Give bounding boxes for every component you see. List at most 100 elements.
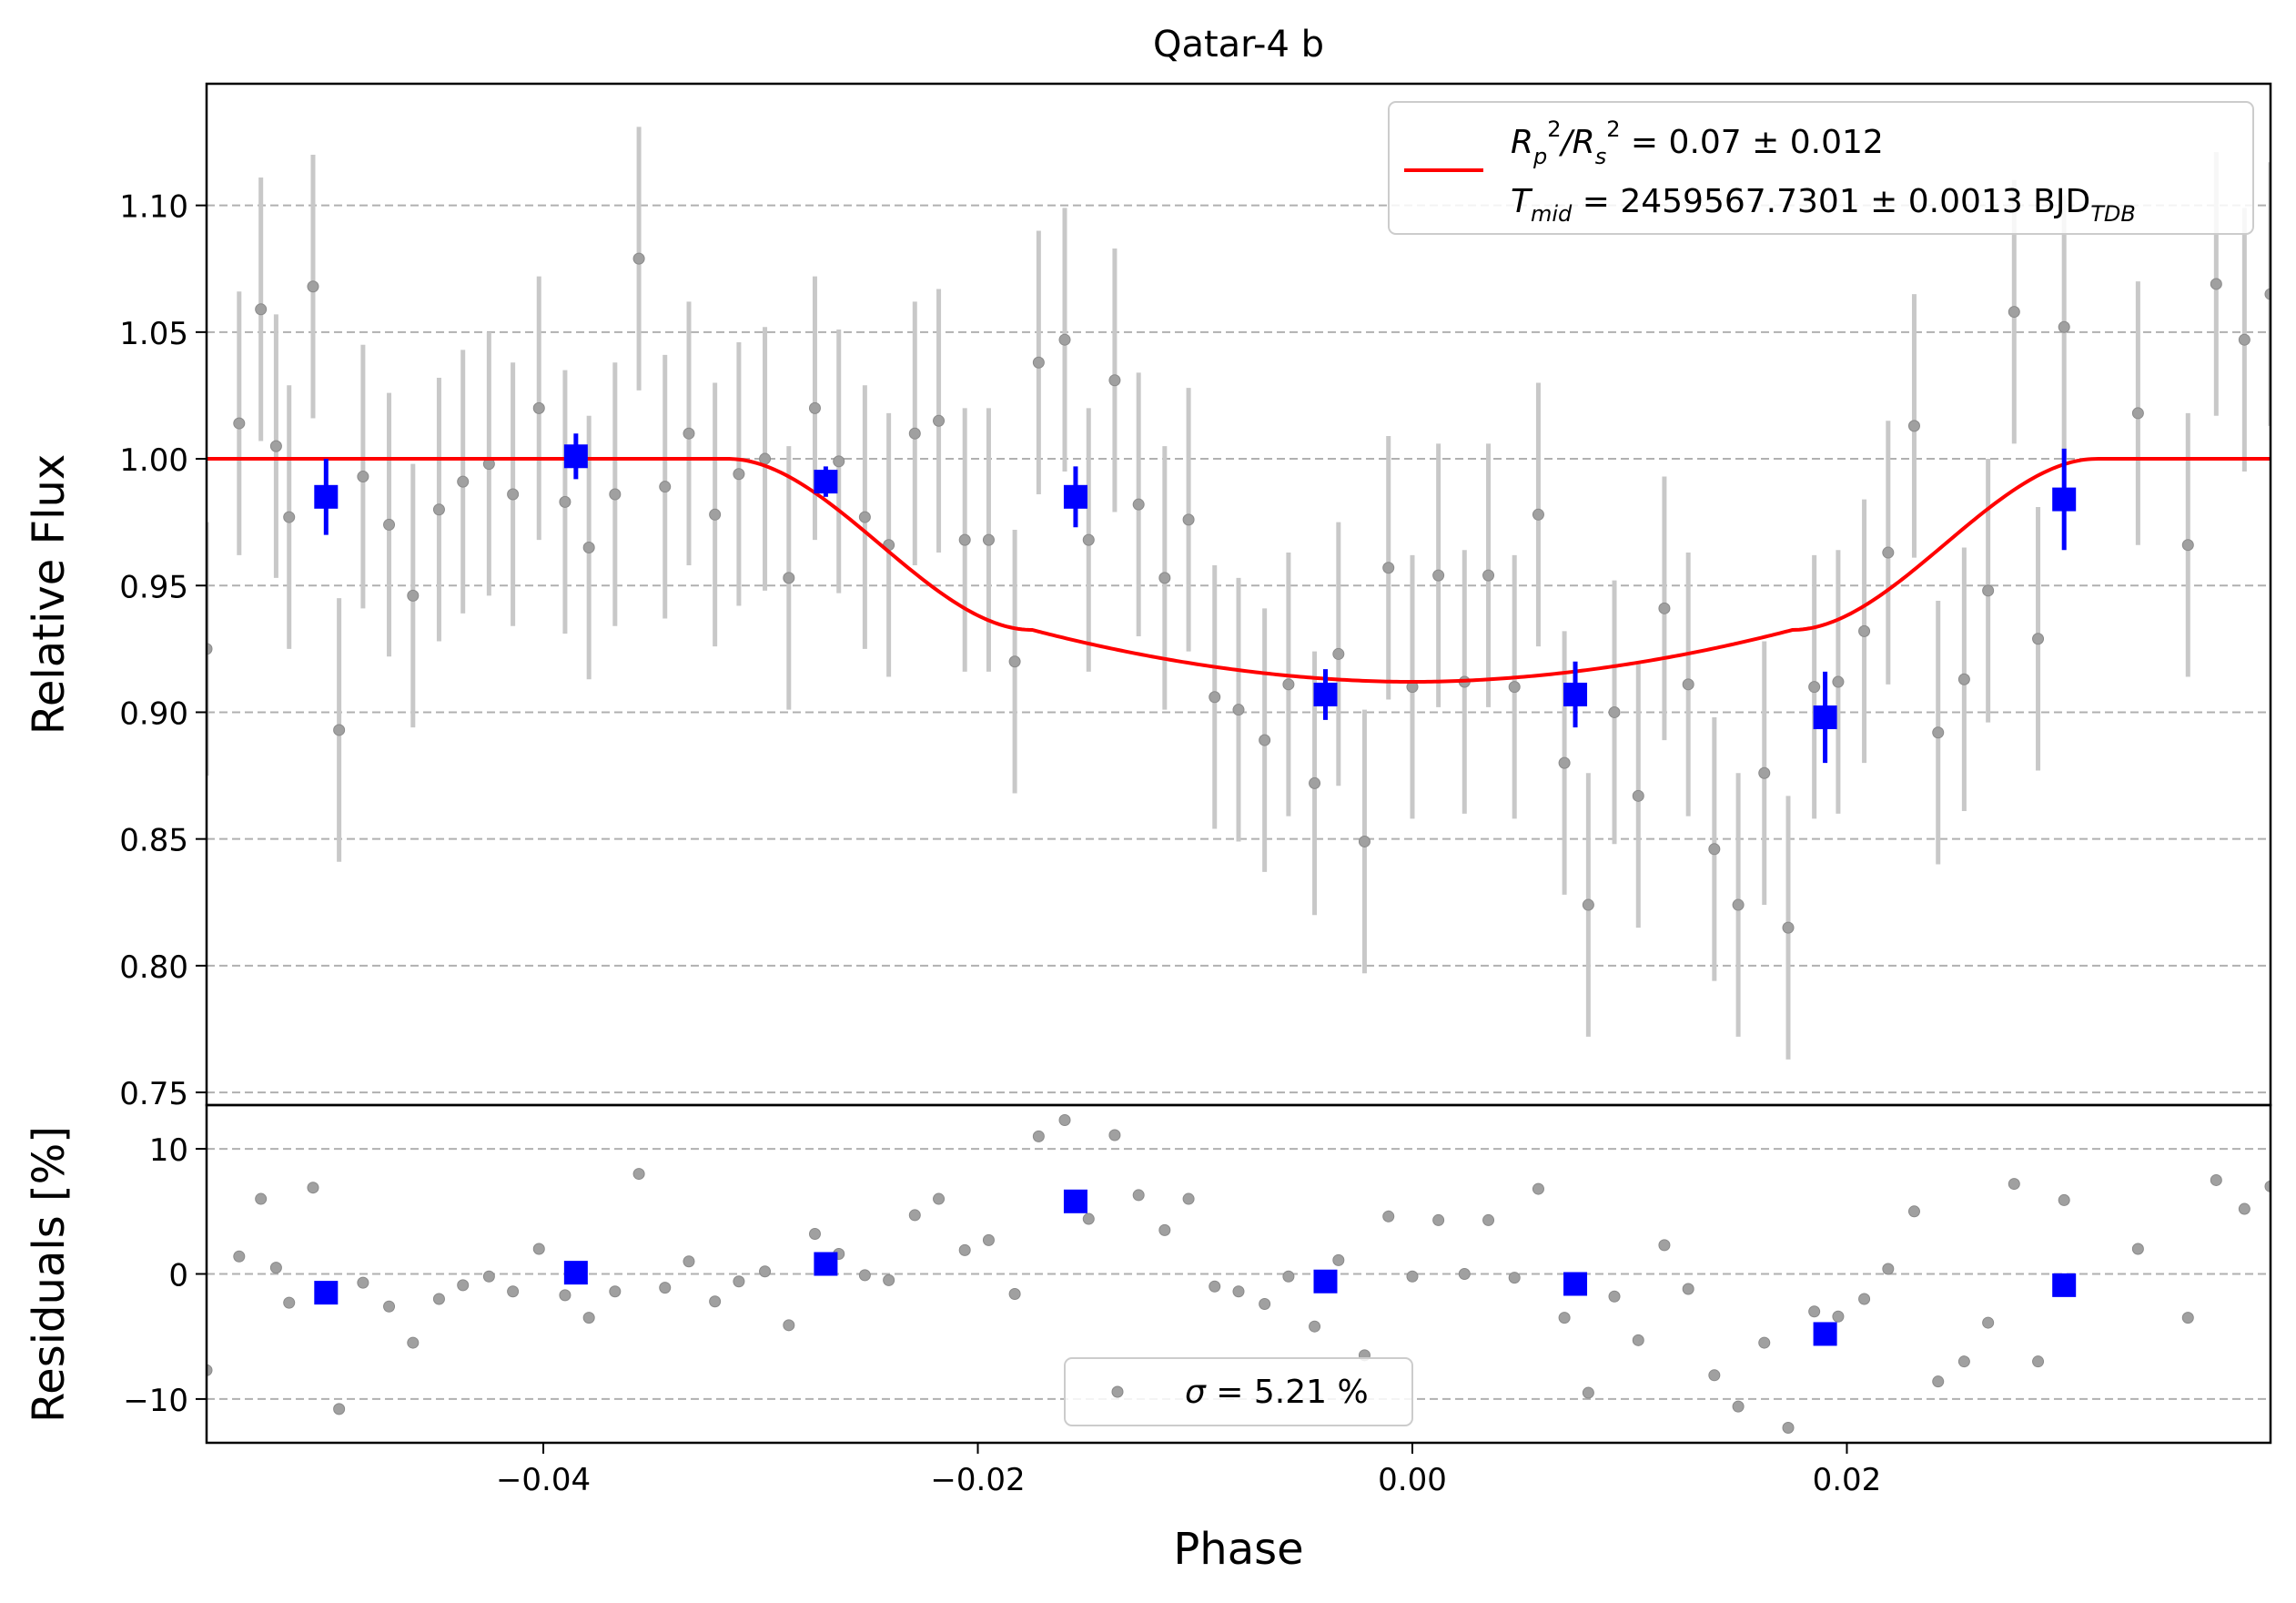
residuals-raw-point <box>1858 1293 1871 1305</box>
flux-raw-point <box>733 468 745 481</box>
residuals-raw-point <box>733 1275 745 1288</box>
flux-raw-point <box>982 533 995 546</box>
residuals-raw-point <box>1982 1316 1995 1329</box>
flux-raw-point <box>783 572 795 584</box>
flux-raw-point <box>933 414 946 427</box>
flux-y-tick-label: 1.10 <box>119 189 188 226</box>
flux-y-tick-label: 0.90 <box>119 695 188 732</box>
flux-raw-point <box>1282 678 1295 691</box>
residuals-raw-point <box>283 1296 296 1309</box>
flux-raw-point <box>2181 539 2194 552</box>
flux-raw-point <box>1882 546 1895 559</box>
residuals-legend-swatch <box>1111 1385 1124 1398</box>
residuals-binned-point <box>1813 1322 1837 1346</box>
residuals-raw-point <box>307 1182 319 1194</box>
residuals-raw-point <box>2238 1202 2250 1215</box>
flux-binned-point <box>2052 487 2077 512</box>
flux-raw-point <box>233 417 246 430</box>
flux-raw-point <box>683 427 695 440</box>
residuals-raw-point <box>783 1319 795 1332</box>
flux-raw-point <box>1358 835 1371 847</box>
flux-raw-point <box>1482 569 1495 582</box>
flux-raw-point <box>255 303 268 316</box>
flux-binned-point <box>814 470 838 494</box>
residuals-raw-point <box>1482 1213 1495 1226</box>
flux-raw-point <box>269 440 282 452</box>
flux-raw-point <box>833 455 845 468</box>
flux-legend-box <box>1388 101 2254 235</box>
flux-raw-point <box>1758 766 1771 779</box>
flux-y-tick-label: 0.95 <box>119 569 188 605</box>
residuals-raw-point <box>908 1209 921 1222</box>
residuals-raw-point <box>1532 1182 1544 1195</box>
residuals-raw-point <box>1582 1386 1594 1399</box>
flux-y-axis-label: Relative Flux <box>24 454 75 736</box>
residuals-raw-point <box>1907 1205 1920 1218</box>
flux-raw-point <box>1058 333 1071 346</box>
residuals-raw-point <box>1332 1253 1345 1266</box>
flux-raw-point <box>1332 647 1345 660</box>
flux-raw-point <box>1858 624 1871 637</box>
residuals-y-tick-label: 0 <box>168 1258 188 1294</box>
residuals-raw-point <box>2264 1180 2271 1192</box>
flux-raw-point <box>1708 843 1721 856</box>
residuals-legend: σ = 5.21 % <box>1064 1357 1413 1426</box>
flux-raw-point <box>1808 681 1821 694</box>
flux-raw-point <box>333 724 346 736</box>
residuals-raw-point <box>357 1276 369 1289</box>
residuals-binned-point <box>1313 1269 1338 1294</box>
flux-raw-point <box>2032 633 2045 645</box>
flux-raw-point <box>432 503 445 516</box>
residuals-raw-point <box>482 1270 495 1283</box>
flux-binned-point <box>563 444 588 469</box>
residuals-raw-point <box>933 1192 946 1205</box>
flux-raw-point <box>532 401 545 414</box>
residuals-raw-point <box>759 1265 772 1278</box>
flux-raw-point <box>1582 898 1594 911</box>
residuals-raw-point <box>659 1282 672 1294</box>
flux-raw-point <box>2008 306 2020 319</box>
flux-raw-point <box>808 401 821 414</box>
residuals-raw-point <box>1832 1310 1845 1323</box>
residuals-raw-point <box>1108 1129 1121 1141</box>
residuals-y-axis-label: Residuals [%] <box>24 1126 75 1423</box>
flux-raw-point <box>1082 533 1095 546</box>
flux-raw-point <box>457 475 470 488</box>
residuals-raw-point <box>233 1250 246 1263</box>
flux-raw-point <box>1209 691 1221 704</box>
flux-raw-point <box>1309 776 1321 789</box>
flux-binned-point <box>1813 705 1837 730</box>
flux-raw-point <box>1508 681 1521 694</box>
residuals-raw-point <box>2131 1243 2144 1255</box>
residuals-raw-point <box>1608 1290 1621 1303</box>
residuals-raw-point <box>2032 1355 2045 1368</box>
flux-binned-points <box>314 433 2077 764</box>
phase-x-tick-label: −0.04 <box>496 1462 591 1498</box>
residuals-raw-point <box>1232 1285 1245 1298</box>
flux-raw-point <box>1608 705 1621 718</box>
flux-raw-point <box>1108 374 1121 387</box>
residuals-binned-point <box>563 1261 588 1285</box>
residuals-raw-point <box>1932 1375 1945 1388</box>
flux-raw-point <box>659 481 672 493</box>
residuals-binned-point <box>814 1252 838 1276</box>
flux-raw-point <box>1932 726 1945 739</box>
flux-raw-point <box>1432 569 1445 582</box>
flux-binned-point <box>1313 682 1338 706</box>
flux-raw-point <box>858 511 871 523</box>
flux-raw-point <box>1558 756 1571 769</box>
flux-raw-point <box>1682 678 1694 691</box>
flux-raw-point <box>709 508 722 521</box>
flux-raw-point <box>1382 562 1395 574</box>
flux-legend-tmid-entry: Tmid = 2459567.7301 ± 0.0013 BJDTDB <box>1511 183 2136 227</box>
flux-y-tick-label: 0.85 <box>119 823 188 859</box>
flux-raw-point <box>1957 673 1970 685</box>
flux-legend: Rp2/Rs2 = 0.07 ± 0.012 Tmid = 2459567.73… <box>1388 101 2254 235</box>
flux-binned-point <box>314 484 339 509</box>
flux-raw-point <box>1032 356 1045 369</box>
residuals-raw-point <box>1182 1192 1195 1205</box>
flux-raw-point <box>1259 734 1271 746</box>
residuals-raw-points <box>207 1113 2271 1435</box>
